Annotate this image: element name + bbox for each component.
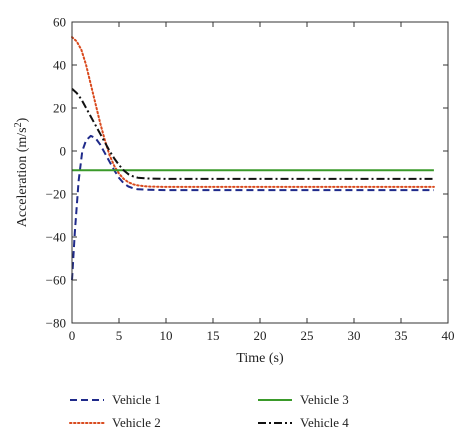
- tick-labels: 0 5 10 15 20 25 30 35 40 60 40 20 0 −20 −40 −60 −80: [46, 15, 455, 344]
- y-axis-title-base: Acceleration (m/s: [15, 127, 30, 227]
- x-axis-title: Time (s): [236, 351, 284, 366]
- y-tick-label: 20: [53, 101, 66, 116]
- y-axis-title-tail: ): [15, 117, 30, 122]
- x-tick-label: 30: [348, 328, 361, 343]
- tick-marks: [71, 21, 449, 324]
- y-axis-title: Acceleration (m/s2): [13, 117, 30, 227]
- y-tick-label: −20: [46, 187, 66, 202]
- x-tick-label: 5: [116, 328, 123, 343]
- x-tick-label: 35: [395, 328, 408, 343]
- y-tick-label: 40: [53, 58, 66, 73]
- legend-label-vehicle-1: Vehicle 1: [112, 392, 161, 407]
- y-tick-label: 60: [53, 15, 66, 30]
- x-tick-label: 40: [442, 328, 455, 343]
- legend-label-vehicle-2: Vehicle 2: [112, 415, 161, 430]
- y-tick-label: −40: [46, 230, 66, 245]
- series-line-vehicle-2: [71, 36, 435, 188]
- y-axis-title-superscript: 2: [13, 122, 24, 127]
- series-layer: [71, 36, 435, 281]
- x-tick-label: 15: [207, 328, 220, 343]
- series-line-vehicle-4: [71, 87, 434, 180]
- legend-label-vehicle-3: Vehicle 3: [300, 392, 349, 407]
- x-tick-label: 10: [160, 328, 173, 343]
- legend-label-vehicle-4: Vehicle 4: [300, 415, 349, 430]
- y-tick-label: 0: [60, 144, 67, 159]
- legend: Vehicle 1 Vehicle 2 Vehicle 3 Vehicle 4: [69, 392, 349, 430]
- x-tick-label: 0: [69, 328, 76, 343]
- x-tick-label: 25: [301, 328, 314, 343]
- series-line-vehicle-1: [71, 134, 434, 281]
- y-tick-label: −80: [46, 316, 66, 331]
- plot-area-frame: [71, 21, 449, 324]
- x-tick-label: 20: [254, 328, 267, 343]
- y-tick-label: −60: [46, 273, 66, 288]
